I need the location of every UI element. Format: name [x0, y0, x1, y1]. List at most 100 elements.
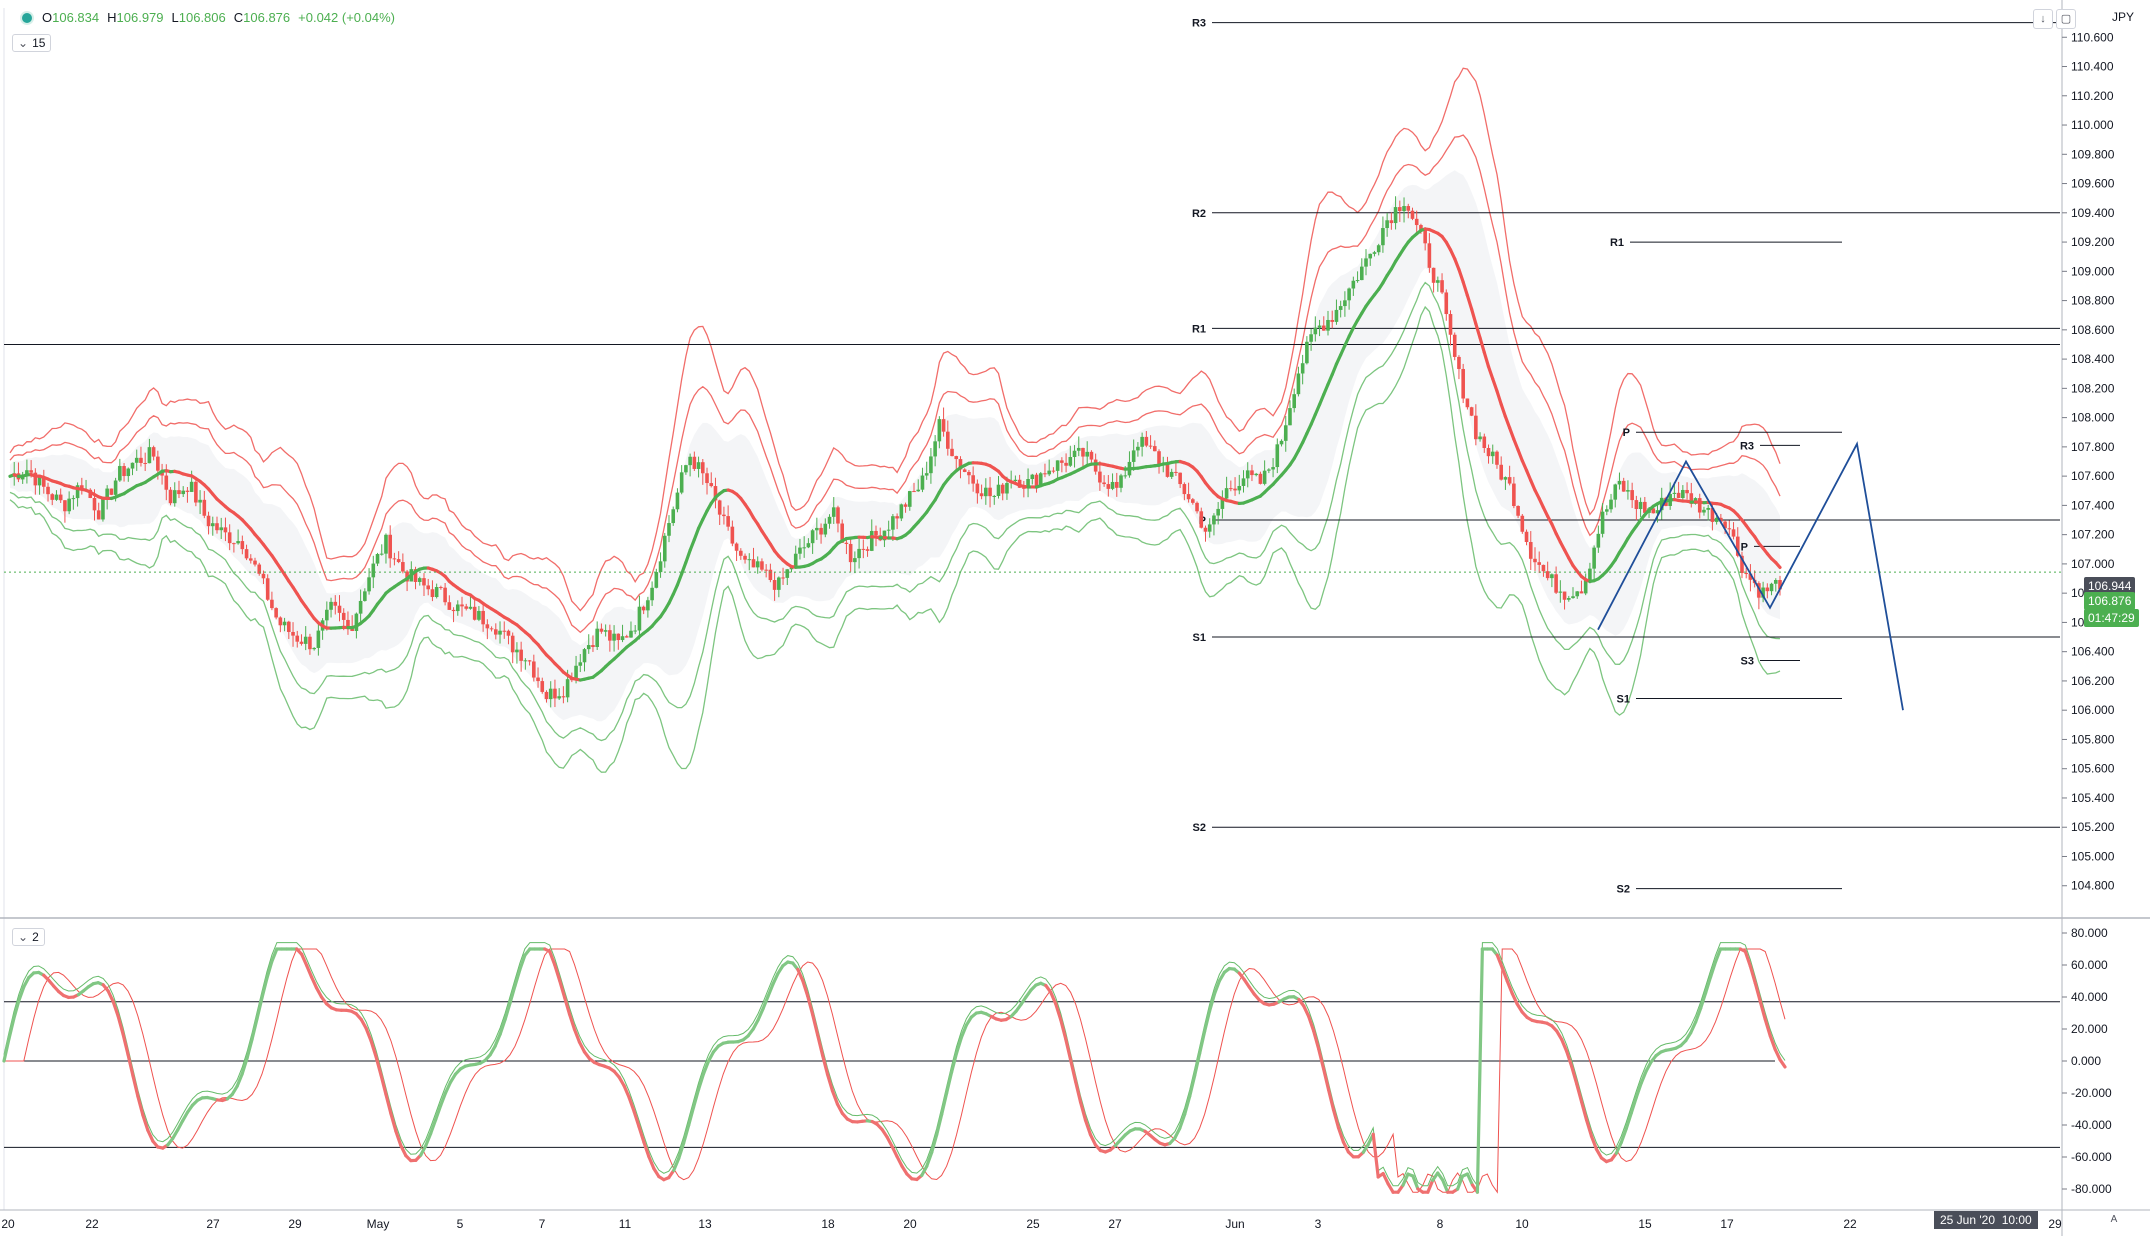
moving-average-segment [1322, 382, 1330, 397]
close-label: C [233, 10, 244, 25]
candle-body [1178, 472, 1182, 485]
candle-body [1554, 574, 1558, 593]
candle-body [299, 641, 304, 644]
candle-body [481, 610, 485, 625]
time-tick-label: 3 [1315, 1217, 1322, 1231]
osc-main-segment [309, 975, 319, 990]
candle-body [810, 530, 815, 544]
candle-body [747, 559, 752, 561]
candle-body [730, 526, 735, 544]
candle-body [705, 473, 709, 484]
candle-body [1490, 451, 1495, 457]
candle-body [802, 547, 806, 549]
osc-main-segment [691, 1087, 701, 1109]
osc-main-segment [240, 1056, 249, 1076]
candle-body [1072, 450, 1077, 458]
candle-body [548, 688, 553, 700]
time-tick-label: 29 [288, 1217, 302, 1231]
osc-main-segment [1634, 1081, 1643, 1100]
candle-body [1689, 493, 1694, 504]
osc-main-segment [1748, 964, 1757, 985]
candle-body [874, 530, 878, 536]
candle-body [1605, 509, 1609, 512]
candle-body [1457, 356, 1461, 369]
low-label: L [171, 10, 179, 25]
osc-main-segment [1341, 1140, 1351, 1154]
auto-scale-button[interactable]: A [2110, 1214, 2118, 1225]
candle-body [967, 471, 971, 476]
osc-main-segment [369, 1039, 378, 1059]
candle-body [1355, 280, 1360, 282]
pivot-label: R3 [1192, 18, 1206, 30]
arrow-down-icon[interactable]: ↓ [2033, 9, 2053, 29]
osc-main-segment [1188, 1074, 1197, 1098]
candle-body [929, 456, 933, 474]
candle-body [1735, 536, 1740, 556]
candle-body [781, 577, 785, 579]
price-tick-label: 105.200 [2071, 820, 2115, 834]
candle-body [772, 580, 777, 590]
last-price-tag: 106.876 [2084, 592, 2136, 610]
candle-body [903, 504, 908, 507]
candle-body [1757, 583, 1761, 598]
osc-main-segment [796, 967, 805, 983]
candle-body [1448, 314, 1453, 335]
candle-body [1550, 574, 1554, 579]
osc-main-segment [1743, 949, 1752, 968]
osc-main-segment [429, 1118, 438, 1136]
candle-body [1309, 334, 1313, 342]
candle-body [1440, 280, 1444, 293]
osc-main-segment [443, 1080, 453, 1095]
osc-main-segment [1768, 1033, 1777, 1051]
moving-average-segment [1486, 365, 1495, 381]
candle-body [1571, 596, 1575, 599]
candle-body [291, 631, 295, 636]
osc-main-segment [637, 1125, 646, 1144]
candle-body [1621, 480, 1626, 492]
osc-main-segment [1773, 1047, 1782, 1062]
candle-body [477, 610, 481, 620]
candle-body [1106, 484, 1111, 489]
candle-body [671, 509, 676, 524]
candle-body [1507, 477, 1512, 484]
candle-body [861, 548, 866, 550]
osc-main-segment [1183, 1094, 1192, 1116]
candle-body [692, 456, 697, 469]
osc-main-segment [1202, 1009, 1212, 1034]
osc-main-segment [1758, 999, 1767, 1021]
osc-main-segment [250, 1017, 259, 1041]
moving-average-segment [1339, 343, 1347, 357]
candle-body [451, 609, 456, 612]
candle-body [316, 630, 321, 648]
candle-body [341, 612, 346, 620]
candle-body [1283, 425, 1288, 441]
candle-body [907, 491, 912, 507]
candle-body [603, 630, 608, 632]
candle-body [1638, 501, 1643, 510]
osc-main-segment [379, 1073, 388, 1097]
osc-main-segment [820, 1053, 830, 1076]
osc-main-segment [1575, 1082, 1584, 1104]
candle-body [1245, 470, 1250, 479]
candle-body [468, 606, 473, 609]
moving-average-segment [1524, 468, 1533, 483]
candle-body [536, 677, 540, 682]
candle-body [1516, 506, 1520, 516]
candle-body [1258, 473, 1263, 484]
moving-average-segment [671, 583, 680, 596]
candle-body [181, 490, 185, 495]
candle-body [422, 578, 426, 586]
candle-body [1609, 499, 1613, 510]
candle-body [1406, 206, 1411, 211]
interval-toggle[interactable]: ⌄ 15 [12, 34, 52, 52]
osc-main-segment [553, 963, 562, 983]
osc-main-segment [1426, 1178, 1435, 1194]
indicator-toggle[interactable]: ⌄ 2 [12, 928, 45, 946]
osc-main-segment [1778, 1058, 1787, 1069]
candle-body [1596, 533, 1601, 548]
osc-main-segment [920, 1164, 929, 1177]
fullscreen-icon[interactable]: ▢ [2056, 9, 2076, 29]
candle-body [80, 485, 84, 490]
candle-body [1334, 309, 1339, 322]
